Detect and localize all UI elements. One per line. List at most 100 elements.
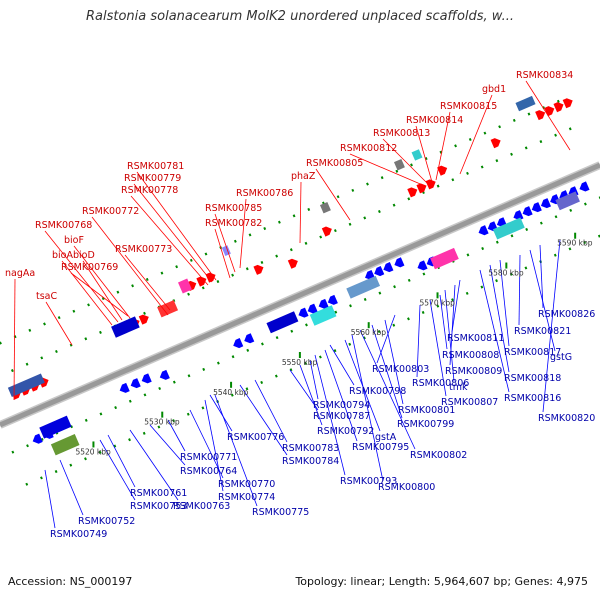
gene-label-bottom: RSMK00792 <box>317 426 374 437</box>
accession-text: Accession: NS_000197 <box>8 575 133 588</box>
forward-gene-arrow <box>205 272 216 283</box>
guide-line-0 <box>0 95 571 345</box>
gene-label-top: RSMK00769 <box>61 262 118 273</box>
gene-label-bottom: RSMK00775 <box>252 507 309 518</box>
gene-label-top: tsaC <box>36 291 57 302</box>
gene-label-bottom: RSMK00770 <box>218 479 275 490</box>
reverse-gene-arrow <box>513 210 524 221</box>
scale-tick-label: 5550 kbp <box>282 358 318 367</box>
reverse-gene-arrow <box>32 433 43 444</box>
gene-label-bottom: RSMK00820 <box>538 413 595 424</box>
gene-label-bottom: RSMK00798 <box>349 386 406 397</box>
gene-label-bottom: RSMK00749 <box>50 529 107 540</box>
forward-gene-arrow <box>490 138 501 149</box>
leader-line <box>449 284 456 366</box>
leader-line <box>415 125 433 183</box>
gene-label-bottom: RSMK00795 <box>352 442 409 453</box>
gene-label-bottom: RSMK00771 <box>180 452 237 463</box>
leader-line <box>133 183 213 283</box>
leader-line <box>315 168 351 221</box>
gene-label-bottom: RSMK00799 <box>397 419 454 430</box>
topology-text: Topology: linear; Length: 5,964,607 bp; … <box>295 575 588 588</box>
gene-label-bottom: RSMK00809 <box>445 366 502 377</box>
leader-line <box>136 171 217 281</box>
gene-block <box>411 149 423 161</box>
reverse-gene-arrow <box>417 260 428 271</box>
gene-label-bottom: RSMK00787 <box>313 411 370 422</box>
guide-line-1 <box>0 122 583 378</box>
leader-line <box>479 269 510 393</box>
gene-block <box>50 434 80 456</box>
leader-line <box>239 198 247 269</box>
leader-line <box>489 264 510 373</box>
gene-label-bottom: RSMK00764 <box>180 466 237 477</box>
leader-line <box>539 244 544 309</box>
leader-line <box>371 324 403 419</box>
leader-line <box>351 334 384 482</box>
gene-label-bottom: RSMK00802 <box>410 450 467 461</box>
leader-line <box>149 424 186 466</box>
gene-label-bottom: RSMK00794 <box>313 400 370 411</box>
scale-tick-label: 5560 kbp <box>351 328 387 337</box>
leader-line <box>82 260 123 321</box>
gene-label-top: RSMK00785 <box>205 203 262 214</box>
leader-line <box>329 344 355 386</box>
scale-tick-label: 5520 kbp <box>75 447 111 456</box>
gene-label-top: bioA <box>52 250 73 261</box>
leader-line <box>309 359 319 400</box>
leader-line <box>209 394 233 432</box>
leader-line <box>542 239 561 413</box>
gene-block <box>430 247 459 270</box>
forward-gene-arrow <box>253 264 264 275</box>
gene-label-bottom: RSMK00806 <box>412 378 469 389</box>
reverse-gene-arrow <box>478 225 489 236</box>
leader-line <box>435 111 451 181</box>
reverse-gene-arrow <box>233 338 244 349</box>
gene-label-bottom: RSMK00761 <box>130 488 187 499</box>
gene-label-top: RSMK00834 <box>516 70 573 81</box>
forward-gene-arrow <box>437 165 448 176</box>
gene-block <box>157 300 179 318</box>
leader-line <box>45 301 73 346</box>
reverse-gene-arrow <box>327 294 338 305</box>
gene-label-bottom: RSMK00801 <box>398 405 455 416</box>
forward-gene-arrow <box>196 276 207 287</box>
gene-block <box>309 305 337 326</box>
gene-label-bottom: RSMK00818 <box>504 373 561 384</box>
reverse-gene-arrow <box>374 266 385 277</box>
leader-line <box>70 272 129 317</box>
leader-line <box>429 299 447 397</box>
leader-line <box>73 245 131 319</box>
forward-gene-arrow <box>407 187 418 198</box>
reverse-gene-arrow <box>394 257 405 268</box>
leader-line <box>239 384 288 456</box>
leader-line <box>289 369 319 411</box>
leader-line <box>359 329 416 450</box>
leader-line <box>416 304 421 378</box>
forward-gene-arrow <box>138 314 149 325</box>
gene-label-bottom: RSMK00793 <box>340 476 397 487</box>
forward-gene-arrow <box>425 179 436 190</box>
leader-line <box>499 259 510 347</box>
gene-label-top: RSMK00815 <box>440 101 497 112</box>
reverse-gene-arrow <box>522 206 533 217</box>
gene-label-top: RSMK00813 <box>373 128 430 139</box>
gene-label-top: RSMK00772 <box>82 206 139 217</box>
forward-gene-arrow <box>287 258 298 269</box>
leader-line <box>451 279 461 333</box>
leader-line <box>99 439 136 501</box>
gene-label-top: nagAa <box>5 268 35 279</box>
gene-block <box>555 191 580 211</box>
leader-line <box>376 314 396 364</box>
reverse-gene-arrow <box>579 181 590 192</box>
gene-label-bottom: tmk <box>449 382 468 393</box>
gene-block <box>492 217 525 240</box>
gene-label-top: RSMK00781 <box>127 161 184 172</box>
scale-tick-label: 5590 kbp <box>557 239 593 248</box>
forward-gene-arrow <box>553 102 564 113</box>
leader-line <box>382 138 429 185</box>
forward-gene-arrow <box>321 226 332 237</box>
leader-line <box>130 195 209 286</box>
leader-line <box>91 216 169 316</box>
